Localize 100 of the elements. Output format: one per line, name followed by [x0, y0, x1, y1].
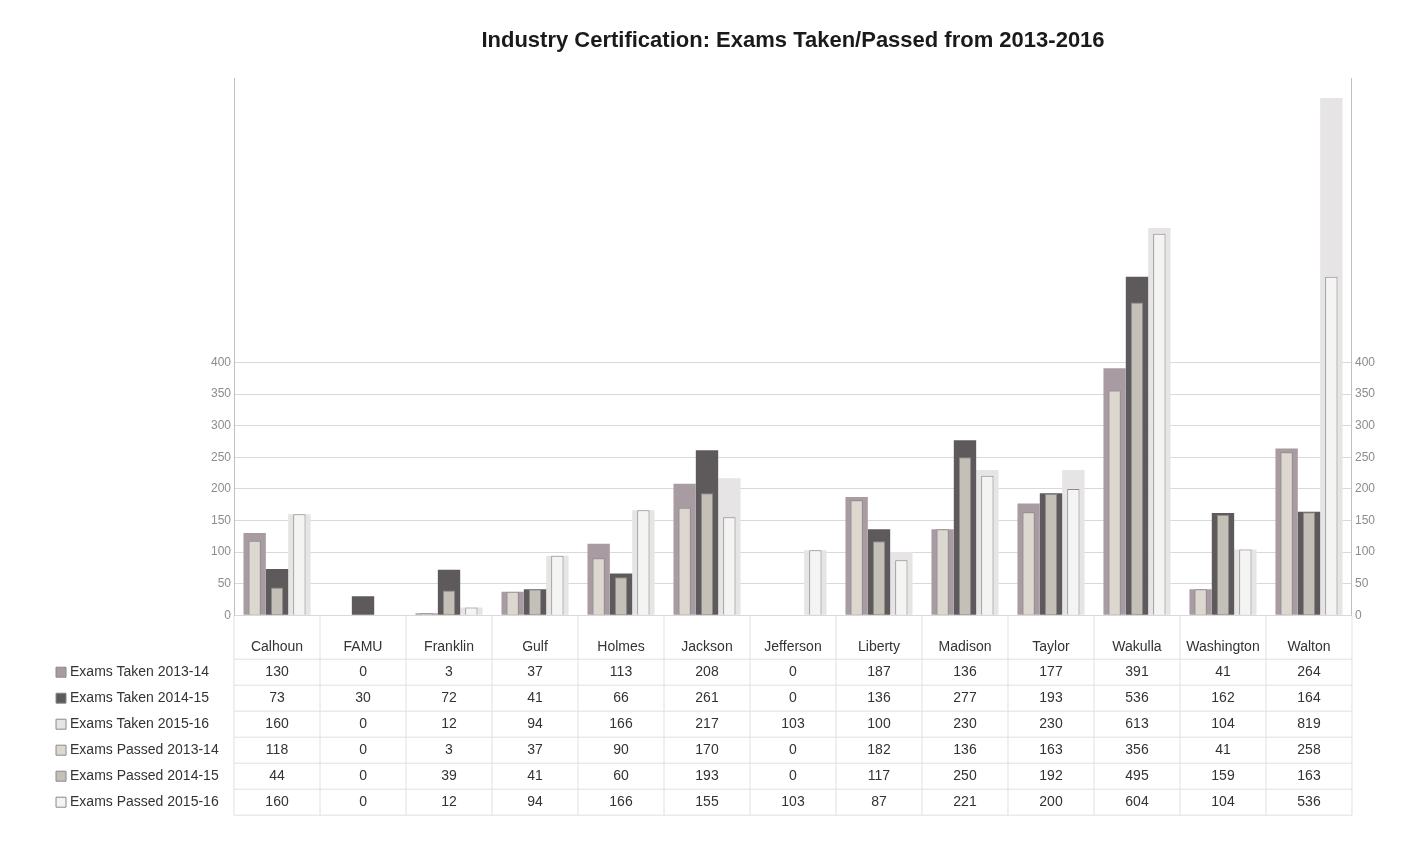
legend-label: Exams Taken 2015-16	[70, 715, 210, 732]
x-tick-label: Jefferson	[764, 638, 822, 655]
x-tick-label: Gulf	[522, 638, 548, 655]
data-label: 258	[1297, 741, 1321, 758]
data-label: 104	[1211, 715, 1235, 732]
y-tick-label: 100	[210, 544, 232, 559]
y-tick-label: 0	[224, 607, 232, 622]
data-label: 94	[527, 715, 544, 732]
data-label: 250	[953, 767, 977, 784]
data-label: 37	[527, 741, 544, 758]
data-label: 0	[359, 793, 368, 810]
y2-tick-label: 350	[1354, 386, 1376, 401]
data-label: 0	[789, 767, 798, 784]
data-label: 0	[789, 663, 798, 680]
data-label: 94	[527, 793, 544, 810]
data-label: 495	[1125, 767, 1149, 784]
data-label: 100	[867, 715, 891, 732]
x-tick-label: Wakulla	[1112, 638, 1162, 655]
x-tick-label: Holmes	[597, 638, 645, 655]
data-label: 136	[953, 741, 977, 758]
data-label: 0	[359, 715, 368, 732]
data-label: 155	[695, 793, 719, 810]
data-label: 163	[1039, 741, 1063, 758]
data-label: 12	[441, 715, 458, 732]
legend-label: Exams Passed 2013-14	[70, 741, 219, 758]
data-label: 3	[445, 741, 454, 758]
data-label: 136	[953, 663, 977, 680]
data-label: 277	[953, 689, 977, 706]
x-tick-label: Jackson	[681, 638, 733, 655]
data-label: 217	[695, 715, 719, 732]
data-label: 182	[867, 741, 891, 758]
x-tick-label: Franklin	[424, 638, 474, 655]
data-label: 60	[613, 767, 629, 784]
y-tick-label: 350	[210, 386, 232, 401]
data-label: 819	[1297, 715, 1321, 732]
y-tick-label: 150	[210, 512, 232, 527]
data-label: 37	[527, 663, 544, 680]
y2-tick-label: 150	[1354, 512, 1376, 527]
data-label: 230	[1039, 715, 1063, 732]
data-label: 536	[1297, 793, 1321, 810]
y-tick-label: 250	[210, 449, 232, 464]
data-label: 170	[695, 741, 719, 758]
data-label: 39	[441, 767, 458, 784]
data-label: 166	[609, 715, 633, 732]
data-label: 130	[265, 663, 289, 680]
legend-label: Exams Taken 2014-15	[70, 689, 210, 706]
y2-tick-label: 100	[1354, 544, 1376, 559]
data-label: 41	[1215, 663, 1231, 680]
x-tick-label: Taylor	[1032, 638, 1070, 655]
x-tick-label: Liberty	[857, 638, 901, 655]
legend-label: Exams Passed 2014-15	[70, 767, 219, 784]
y2-tick-label: 0	[1354, 607, 1362, 622]
x-tick-label: FAMU	[343, 638, 383, 655]
data-label: 90	[613, 741, 629, 758]
data-label: 113	[609, 663, 633, 680]
data-label: 261	[695, 689, 719, 706]
data-label: 0	[359, 663, 368, 680]
legend-label: Exams Taken 2013-14	[70, 663, 210, 680]
data-label: 193	[695, 767, 719, 784]
bar	[351, 596, 375, 615]
data-label: 0	[789, 689, 798, 706]
y-tick-label: 400	[210, 354, 232, 369]
data-label: 264	[1297, 663, 1321, 680]
data-label: 41	[527, 767, 544, 784]
data-label: 221	[953, 793, 977, 810]
data-label: 103	[781, 715, 805, 732]
y2-tick-label: 50	[1354, 575, 1369, 590]
data-label: 160	[265, 715, 289, 732]
y2-tick-label: 300	[1354, 418, 1376, 433]
data-label: 136	[867, 689, 891, 706]
data-label: 0	[359, 741, 368, 758]
x-tick-label: Walton	[1287, 638, 1331, 655]
data-label: 159	[1211, 767, 1235, 784]
data-label: 12	[441, 793, 458, 810]
data-label: 200	[1039, 793, 1063, 810]
data-label: 613	[1125, 715, 1149, 732]
y-tick-label: 50	[217, 575, 232, 590]
x-tick-label: Madison	[938, 638, 992, 655]
data-label: 177	[1039, 663, 1063, 680]
data-label: 41	[527, 689, 544, 706]
data-label: 536	[1125, 689, 1149, 706]
data-label: 0	[789, 741, 798, 758]
data-label: 0	[359, 767, 368, 784]
data-label: 118	[265, 741, 289, 758]
data-label: 73	[269, 689, 286, 706]
data-label: 166	[609, 793, 633, 810]
data-label: 162	[1211, 689, 1235, 706]
data-label: 208	[695, 663, 719, 680]
data-label: 72	[441, 689, 458, 706]
y2-tick-label: 400	[1354, 354, 1376, 369]
data-label: 104	[1211, 793, 1235, 810]
data-label: 66	[613, 689, 629, 706]
data-label: 193	[1039, 689, 1063, 706]
data-label: 44	[269, 767, 286, 784]
data-label: 87	[871, 793, 887, 810]
y2-tick-label: 250	[1354, 449, 1376, 464]
data-label: 30	[355, 689, 372, 706]
data-label: 117	[867, 767, 891, 784]
y2-tick-label: 200	[1354, 481, 1376, 496]
y-tick-label: 200	[210, 481, 232, 496]
